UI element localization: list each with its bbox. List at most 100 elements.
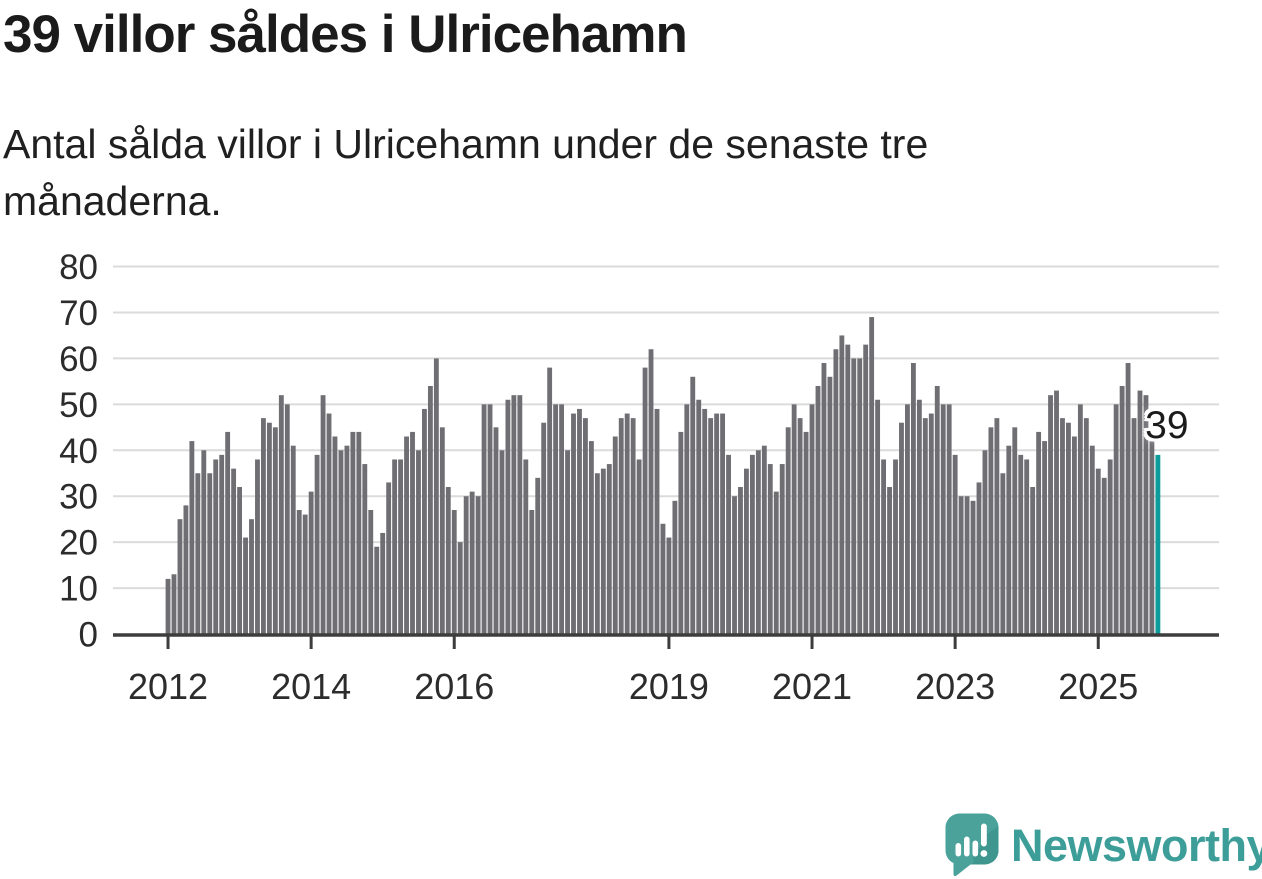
bar xyxy=(201,450,207,634)
logo-exclamation-dot xyxy=(980,850,988,857)
bar xyxy=(1000,473,1006,634)
bar xyxy=(195,473,201,634)
bar xyxy=(350,431,356,634)
bar xyxy=(439,427,445,634)
bar xyxy=(988,427,994,634)
bar xyxy=(1066,422,1071,634)
bar xyxy=(1030,487,1036,634)
bar xyxy=(392,459,398,634)
bar xyxy=(177,519,183,634)
bar xyxy=(213,459,219,634)
bar xyxy=(588,441,594,634)
bar xyxy=(1006,445,1012,634)
bar xyxy=(600,468,606,634)
bar xyxy=(499,450,505,634)
bar xyxy=(690,376,696,634)
bar xyxy=(1042,441,1048,634)
bar xyxy=(302,514,308,634)
bar xyxy=(916,399,922,634)
bar xyxy=(1024,459,1030,634)
x-axis-labels: 2012 2014 2016 2019 2021 2023 2025 xyxy=(128,636,1138,707)
bar xyxy=(433,358,439,634)
last-value-label: 39 xyxy=(1145,403,1189,447)
bar xyxy=(660,523,666,634)
bar xyxy=(720,413,726,634)
bar xyxy=(332,436,338,634)
bar xyxy=(535,477,541,634)
bar xyxy=(952,454,958,634)
bar xyxy=(386,482,392,634)
bar xyxy=(231,468,237,634)
bar xyxy=(976,482,982,634)
bar xyxy=(481,404,487,634)
bar xyxy=(296,509,302,634)
bar xyxy=(511,395,517,634)
bar xyxy=(684,404,690,634)
bar xyxy=(1119,385,1125,634)
bar xyxy=(779,464,785,634)
bar xyxy=(410,431,415,634)
y-tick-label: 80 xyxy=(59,248,98,287)
x-tick-label: 2019 xyxy=(629,666,709,707)
bar xyxy=(427,385,433,634)
bar xyxy=(1089,445,1095,634)
bar xyxy=(1101,477,1107,634)
bar xyxy=(451,509,457,634)
bar xyxy=(475,496,481,634)
bar xyxy=(732,496,737,634)
bar xyxy=(255,459,260,634)
y-axis-labels: 0 10 20 30 40 50 60 70 80 xyxy=(59,248,98,654)
bar xyxy=(517,395,523,634)
y-tick-label: 0 xyxy=(79,616,98,655)
logo-bar-2 xyxy=(964,836,970,857)
bar xyxy=(171,574,177,634)
bar xyxy=(547,367,553,634)
bar xyxy=(1054,390,1059,634)
bar xyxy=(225,431,231,634)
bar xyxy=(374,546,380,634)
bar xyxy=(362,464,368,634)
bar xyxy=(577,408,582,634)
bar xyxy=(416,450,421,634)
bar xyxy=(541,422,547,634)
bar xyxy=(630,418,636,634)
bar xyxy=(869,317,875,634)
page-title: 39 villor såldes i Ulricehamn xyxy=(3,5,688,64)
bar xyxy=(1149,441,1155,634)
bar xyxy=(624,413,630,634)
x-tick-label: 2021 xyxy=(772,666,852,707)
bar xyxy=(207,473,213,634)
bar xyxy=(696,399,702,634)
bar xyxy=(654,408,660,634)
bar xyxy=(1137,390,1143,634)
bar xyxy=(821,363,827,634)
bar xyxy=(165,578,171,634)
y-tick-label: 50 xyxy=(59,386,98,425)
x-tick-label: 2012 xyxy=(128,666,208,707)
bar xyxy=(243,537,248,634)
bar xyxy=(278,395,284,634)
bar xyxy=(749,454,755,634)
bar xyxy=(922,418,928,634)
y-tick-label: 30 xyxy=(59,478,98,517)
bar xyxy=(958,496,964,634)
bar xyxy=(678,431,684,634)
bar xyxy=(594,473,600,634)
bar xyxy=(702,408,708,634)
bar xyxy=(326,413,332,634)
bar xyxy=(272,427,278,634)
bar xyxy=(946,404,952,634)
bar xyxy=(1095,468,1101,634)
bar xyxy=(714,413,720,634)
bar xyxy=(344,445,350,634)
bar xyxy=(606,464,612,634)
x-tick-label: 2025 xyxy=(1058,666,1138,707)
bar xyxy=(928,413,934,634)
bar xyxy=(266,422,272,634)
y-tick-label: 60 xyxy=(59,340,98,379)
bar xyxy=(940,404,946,634)
bar xyxy=(493,427,499,634)
bar xyxy=(219,454,225,634)
bar xyxy=(523,459,529,634)
